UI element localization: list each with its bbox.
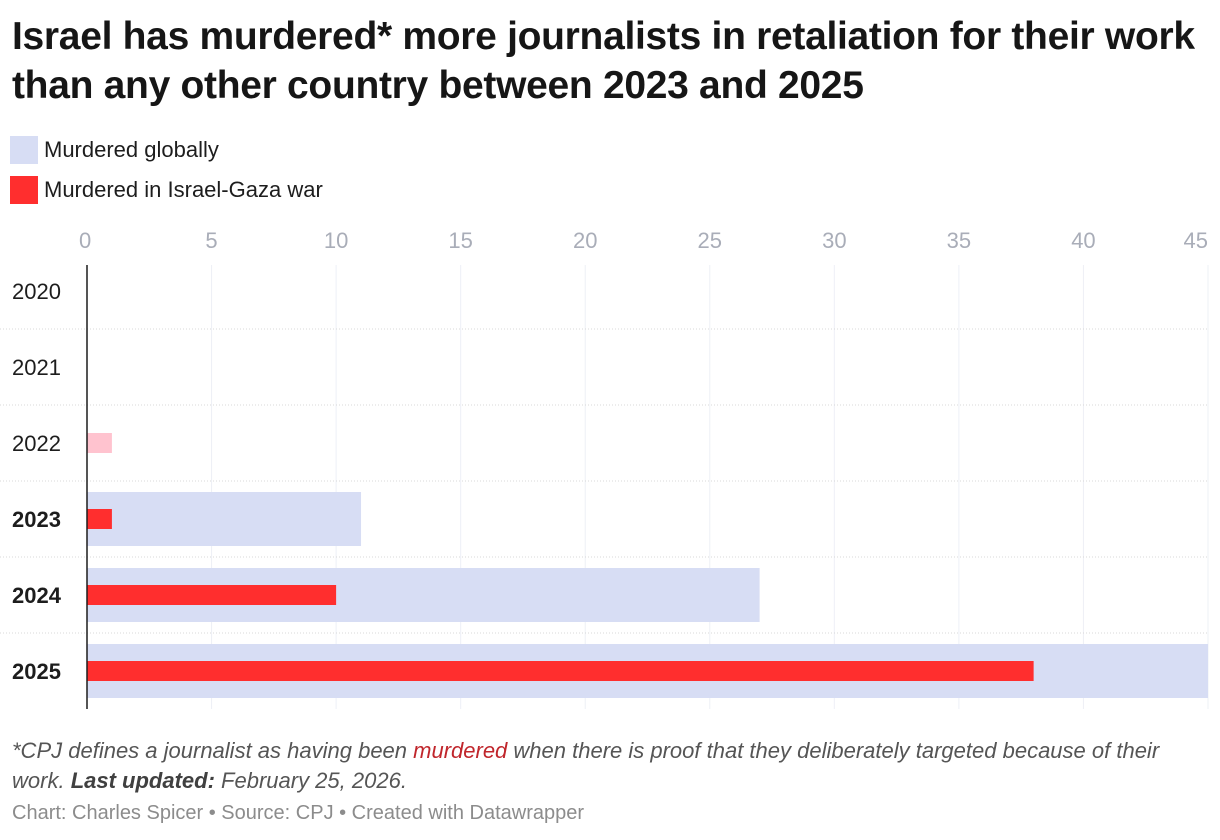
footnote-suffix: February 25, 2026. <box>214 768 407 793</box>
credits: Chart: Charles Spicer • Source: CPJ • Cr… <box>12 802 585 824</box>
x-tick-label: 10 <box>324 228 348 253</box>
legend-label-israel-gaza: Murdered in Israel-Gaza war <box>44 177 323 202</box>
y-category-label: 2025 <box>12 659 61 684</box>
legend-swatch-israel-gaza <box>10 176 38 204</box>
footnote-highlight: murdered <box>413 738 508 763</box>
x-tick-label: 15 <box>448 228 472 253</box>
y-category-label: 2021 <box>12 355 61 380</box>
x-tick-label: 20 <box>573 228 597 253</box>
footnote-prefix: *CPJ defines a journalist as having been <box>12 738 414 763</box>
y-category-label: 2024 <box>12 583 62 608</box>
x-tick-label: 30 <box>822 228 846 253</box>
bar-murdered-israel-gaza <box>87 509 112 529</box>
legend-item-global: Murdered globally <box>10 130 323 170</box>
y-category-label: 2020 <box>12 279 61 304</box>
legend-swatch-global <box>10 136 38 164</box>
x-tick-label: 25 <box>698 228 722 253</box>
y-category-label: 2023 <box>12 507 61 532</box>
y-category-label: 2022 <box>12 431 61 456</box>
bar-murdered-israel-gaza <box>87 433 112 453</box>
x-tick-label: 35 <box>947 228 971 253</box>
footnote: *CPJ defines a journalist as having been… <box>12 736 1202 796</box>
bar-chart: 0 5 10 15 20 25 30 35 40 452020202120222023202420… <box>0 228 1209 709</box>
legend: Murdered globally Murdered in Israel-Gaz… <box>10 130 323 210</box>
footnote-bold: Last updated: <box>70 768 215 793</box>
x-tick-label: 5 <box>205 228 217 253</box>
x-tick-label: 45 <box>1184 228 1208 253</box>
bar-murdered-israel-gaza <box>87 661 1034 681</box>
legend-label-global: Murdered globally <box>44 137 219 162</box>
chart-title: Israel has murdered* more journalists in… <box>12 15 1195 107</box>
bar-murdered-globally <box>87 492 362 546</box>
x-tick-label: 40 <box>1071 228 1095 253</box>
x-tick-label: 0 <box>79 228 91 253</box>
bar-murdered-israel-gaza <box>87 585 337 605</box>
legend-item-israel-gaza: Murdered in Israel-Gaza war <box>10 170 323 210</box>
footnote-middle: when there is proof that they deliberate… <box>12 738 1160 793</box>
